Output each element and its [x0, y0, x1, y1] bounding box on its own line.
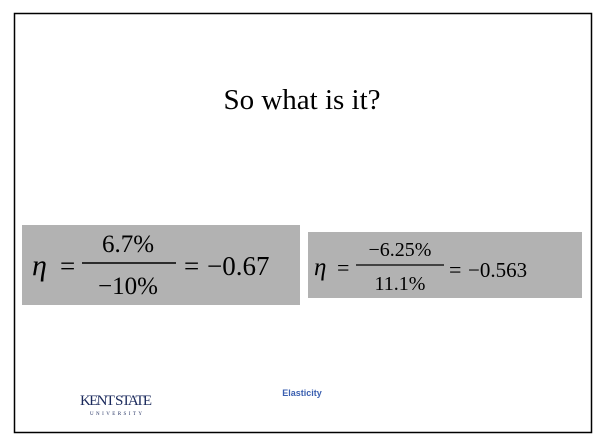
equation-box [308, 232, 582, 298]
eta: η [32, 249, 47, 282]
equals: = [60, 251, 75, 281]
slide-title: So what is it? [223, 84, 380, 116]
footer-text: Elasticity [282, 388, 322, 398]
numerator: 6.7% [102, 231, 154, 258]
equation-box [22, 225, 300, 305]
logo: KENT STATE [80, 393, 152, 409]
numerator: −6.25% [369, 239, 432, 261]
equals: = [449, 257, 461, 282]
result: −0.67 [207, 251, 269, 281]
equals: = [184, 251, 199, 281]
slide-frame [13, 12, 593, 434]
result: −0.563 [468, 258, 527, 282]
eta: η [314, 254, 326, 281]
equals: = [337, 255, 349, 280]
denominator: −10% [98, 273, 158, 300]
denominator: 11.1% [375, 273, 426, 295]
